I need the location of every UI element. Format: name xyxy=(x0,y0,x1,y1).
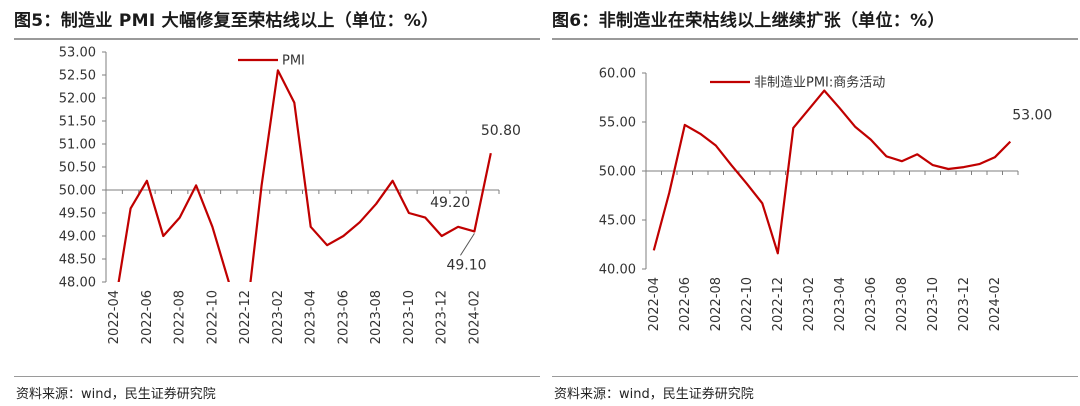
x-tick-label: 2023-08 xyxy=(895,277,910,331)
data-label: 49.10 xyxy=(446,257,486,273)
y-tick-label: 55.00 xyxy=(599,116,636,131)
x-tick-label: 2022-06 xyxy=(140,290,155,344)
y-tick-label: 51.50 xyxy=(59,115,96,130)
x-tick-label: 2023-12 xyxy=(435,290,450,344)
title-divider xyxy=(14,38,540,40)
data-label: 49.20 xyxy=(430,195,470,211)
x-tick-label: 2023-12 xyxy=(957,277,972,331)
x-tick-label: 2022-04 xyxy=(107,290,122,344)
x-tick-label: 2024-02 xyxy=(467,290,482,344)
series-line xyxy=(117,69,492,282)
x-tick-label: 2023-06 xyxy=(864,277,879,331)
chart-title: 图6：非制造业在荣枯线以上继续扩张（单位：%） xyxy=(552,11,945,31)
legend-label: 非制造业PMI:商务活动 xyxy=(754,75,885,91)
y-tick-label: 50.00 xyxy=(599,165,636,180)
x-tick-label: 2022-08 xyxy=(709,277,724,331)
y-tick-label: 49.00 xyxy=(59,230,96,245)
x-tick-label: 2023-04 xyxy=(833,277,848,331)
y-tick-label: 49.50 xyxy=(59,207,96,222)
chart-panel-non-manufacturing: 图6：非制造业在荣枯线以上继续扩张（单位：%） 40.00 45.00 50.00 5… xyxy=(552,0,1078,406)
x-tick-label: 2022-06 xyxy=(678,277,693,331)
chart-panel-manufacturing: 图5：制造业 PMI 大幅修复至荣枯线以上（单位：%） 48.00 48.50 49… xyxy=(14,0,540,406)
x-tick-label: 2024-02 xyxy=(988,277,1003,331)
x-tick-label: 2023-08 xyxy=(369,290,384,344)
x-tick-label: 2023-10 xyxy=(926,277,941,331)
data-label: 50.80 xyxy=(481,123,521,139)
y-tick-label: 40.00 xyxy=(599,263,636,278)
y-tick-label: 52.50 xyxy=(59,69,96,84)
x-tick-label: 2023-10 xyxy=(402,290,417,344)
non-manufacturing-pmi-line-chart: 40.00 45.00 50.00 55.00 60.00 2022-04 2022-06 2… xyxy=(599,67,1053,332)
y-tick-label: 50.50 xyxy=(59,161,96,176)
y-tick-label: 51.00 xyxy=(59,138,96,153)
title-divider xyxy=(552,38,1078,40)
chart-source: 资料来源：wind，民生证券研究院 xyxy=(16,387,216,402)
x-tick-label: 2023-04 xyxy=(304,290,319,344)
x-tick-label: 2022-10 xyxy=(740,277,755,331)
y-tick-label: 48.00 xyxy=(59,276,96,291)
data-label: 53.00 xyxy=(1012,108,1052,124)
x-tick-label: 2023-06 xyxy=(336,290,351,344)
chart-title: 图5：制造业 PMI 大幅修复至荣枯线以上（单位：%） xyxy=(14,11,439,31)
source-divider xyxy=(14,376,540,377)
y-tick-label: 60.00 xyxy=(599,67,636,82)
legend-label: PMI xyxy=(282,54,305,69)
y-tick-label: 45.00 xyxy=(599,214,636,229)
chart-source: 资料来源：wind，民生证券研究院 xyxy=(554,387,754,402)
annotation-leader-line xyxy=(460,233,475,256)
manufacturing-pmi-line-chart: 48.00 48.50 49.00 49.50 50.00 50.50 51.00 51.50… xyxy=(59,46,521,345)
x-tick-label: 2022-08 xyxy=(173,290,188,344)
series-line xyxy=(652,89,1012,255)
x-tick-label: 2022-12 xyxy=(771,277,786,331)
y-tick-label: 50.00 xyxy=(59,184,96,199)
x-tick-label: 2022-12 xyxy=(238,290,253,344)
source-divider xyxy=(552,376,1078,377)
y-tick-label: 53.00 xyxy=(59,46,96,61)
x-tick-label: 2023-02 xyxy=(802,277,817,331)
x-tick-label: 2023-02 xyxy=(271,290,286,344)
y-tick-label: 52.00 xyxy=(59,92,96,107)
y-tick-label: 48.50 xyxy=(59,253,96,268)
x-tick-label: 2022-04 xyxy=(647,277,662,331)
x-tick-label: 2022-10 xyxy=(205,290,220,344)
